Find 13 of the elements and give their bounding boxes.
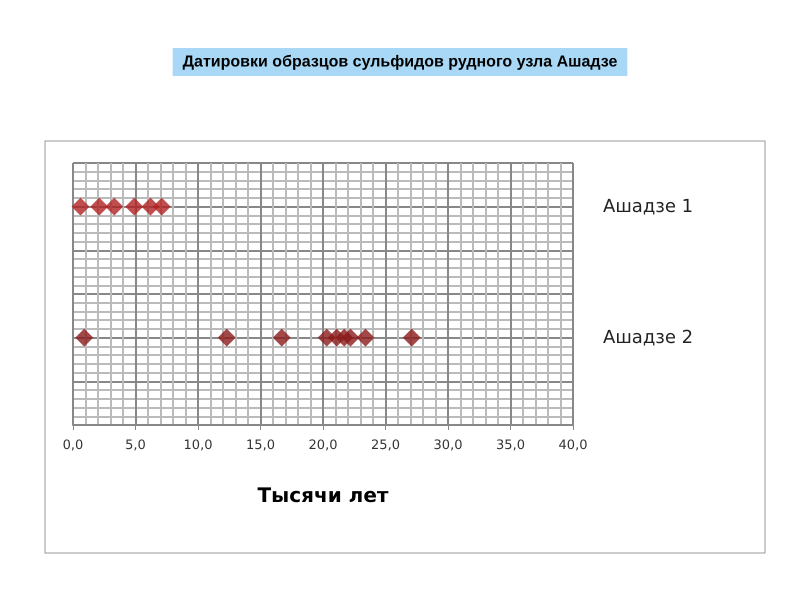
x-tick-label: 25,0 [371,438,400,453]
x-tick-label: 15,0 [246,438,275,453]
y-tick-label: Ашадзе 2 [603,327,694,348]
x-tick-label: 0,0 [62,438,84,453]
x-tick-label: 35,0 [496,438,525,453]
x-tick-label: 40,0 [558,438,588,453]
x-tick-label: 10,0 [184,438,212,453]
x-tick-label: 20,0 [308,438,338,453]
x-axis-title: Тысячи лет [258,483,389,507]
y-tick-label: Ашадзе 1 [603,196,694,218]
x-tick-label: 5,0 [125,438,146,453]
chart-title: Датировки образцов сульфидов рудного узла Ашадзе [182,54,618,70]
x-tick-label: 30,0 [434,438,462,453]
